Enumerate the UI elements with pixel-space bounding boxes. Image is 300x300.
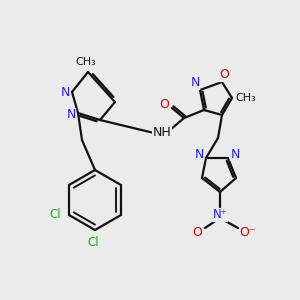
Text: N⁺: N⁺ — [213, 208, 227, 221]
Text: O⁻: O⁻ — [240, 226, 256, 239]
Text: O: O — [219, 68, 229, 82]
Text: N: N — [194, 148, 204, 160]
Text: Cl: Cl — [49, 208, 61, 221]
Text: N: N — [66, 109, 76, 122]
Text: N: N — [60, 85, 70, 98]
Text: NH: NH — [153, 127, 171, 140]
Text: Cl: Cl — [87, 236, 99, 248]
Text: N: N — [190, 76, 200, 89]
Text: N: N — [230, 148, 240, 160]
Text: O: O — [192, 226, 202, 239]
Text: O: O — [159, 98, 169, 110]
Text: CH₃: CH₃ — [236, 93, 256, 103]
Text: CH₃: CH₃ — [76, 57, 96, 67]
